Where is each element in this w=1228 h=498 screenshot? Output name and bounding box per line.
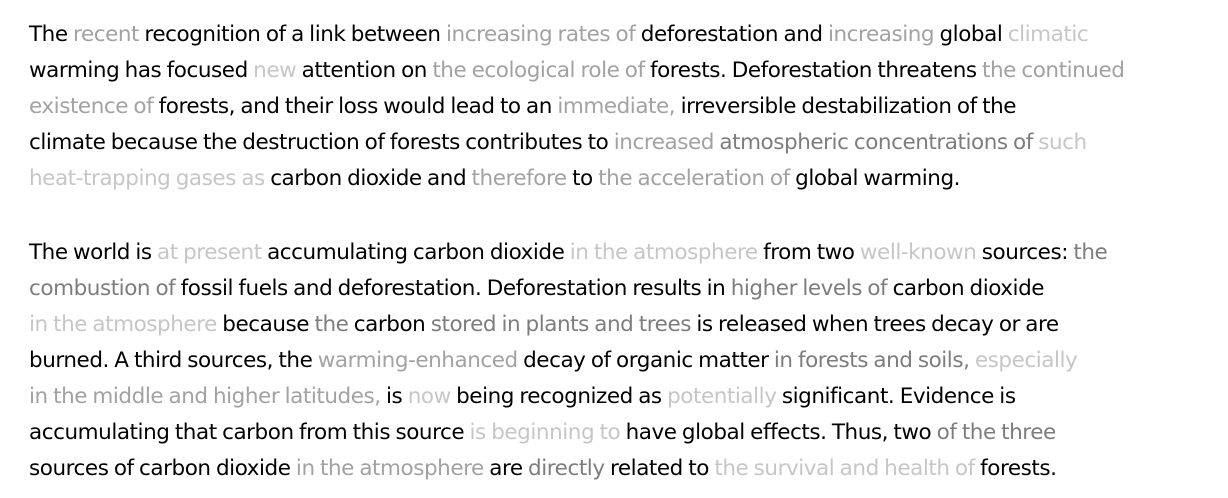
- text-segment: significant. Evidence is: [781, 384, 1016, 409]
- text-segment: the: [314, 312, 354, 337]
- text-line: existence of forests, and their loss wou…: [29, 89, 1017, 125]
- text-segment: at present: [157, 240, 268, 265]
- text-segment: directly: [528, 456, 610, 481]
- text-segment: sources:: [981, 240, 1074, 265]
- text-line: The world is at present accumulating car…: [29, 235, 1108, 271]
- text-segment: the continued: [982, 58, 1125, 83]
- text-segment: recognition of a link between: [144, 22, 446, 47]
- text-segment: The: [29, 22, 74, 47]
- text-line: burned. A third sources, the warming-enh…: [29, 343, 1078, 379]
- text-segment: higher levels of: [730, 276, 893, 301]
- text-line: climate because the destruction of fores…: [29, 125, 1087, 161]
- text-segment: is released when trees decay or are: [696, 312, 1059, 337]
- text-segment: warming has focused: [29, 58, 254, 83]
- text-segment: related to: [609, 456, 715, 481]
- text-line: accumulating that carbon from this sourc…: [29, 415, 1056, 451]
- text-segment: The world is: [29, 240, 158, 265]
- text-segment: is beginning to: [469, 420, 626, 445]
- text-segment: immediate,: [557, 94, 681, 119]
- text-segment: increased: [613, 130, 720, 155]
- text-segment: because: [222, 312, 315, 337]
- text-segment: carbon: [353, 312, 431, 337]
- text-segment: now: [407, 384, 457, 409]
- text-segment: climate because the destruction of fores…: [29, 130, 614, 155]
- text-segment: atmospheric concentrations of: [719, 130, 1039, 155]
- text-segment: increasing rates of: [446, 22, 641, 47]
- text-line: warming has focused new attention on the…: [29, 53, 1125, 89]
- text-line: in the middle and higher latitudes, is n…: [29, 379, 1016, 415]
- text-segment: therefore: [471, 166, 573, 191]
- text-segment: carbon dioxide and: [270, 166, 472, 191]
- text-segment: well-known: [859, 240, 982, 265]
- text-segment: is: [386, 384, 408, 409]
- text-segment: global warming.: [795, 166, 961, 191]
- text-line: in the atmosphere because the carbon sto…: [29, 307, 1059, 343]
- text-segment: deforestation and: [640, 22, 828, 47]
- text-segment: in the atmosphere: [569, 240, 764, 265]
- text-segment: combustion of: [29, 276, 181, 301]
- text-line: combustion of fossil fuels and deforesta…: [29, 271, 1044, 307]
- text-segment: carbon dioxide: [892, 276, 1045, 301]
- text-segment: increasing: [827, 22, 940, 47]
- text-segment: especially: [974, 348, 1078, 373]
- text-segment: accumulating that carbon from this sourc…: [29, 420, 470, 445]
- text-segment: decay of organic matter: [523, 348, 774, 373]
- text-segment: fossil fuels and deforestation. Deforest…: [180, 276, 731, 301]
- text-segment: have global effects. Thus, two: [625, 420, 937, 445]
- text-segment: in the middle and higher latitudes,: [29, 384, 387, 409]
- text-segment: such: [1038, 130, 1087, 155]
- text-segment: are: [489, 456, 529, 481]
- text-segment: accumulating carbon dioxide: [267, 240, 570, 265]
- text-segment: sources of carbon dioxide: [29, 456, 296, 481]
- text-segment: the: [1073, 240, 1108, 265]
- text-segment: global: [939, 22, 1008, 47]
- text-segment: the acceleration of: [598, 166, 796, 191]
- text-segment: warming-enhanced: [317, 348, 524, 373]
- text-segment: burned. A third sources, the: [29, 348, 318, 373]
- text-line: sources of carbon dioxide in the atmosph…: [29, 451, 1057, 487]
- text-segment: the ecological role of: [432, 58, 650, 83]
- text-segment: being recognized as: [456, 384, 668, 409]
- text-segment: existence of: [29, 94, 159, 119]
- text-segment: of the three: [936, 420, 1057, 445]
- text-segment: potentially: [667, 384, 782, 409]
- text-segment: new: [253, 58, 302, 83]
- text-segment: in forests and soils,: [773, 348, 975, 373]
- text-segment: forests.: [980, 456, 1057, 481]
- text-segment: in the atmosphere: [295, 456, 490, 481]
- text-segment: forests. Deforestation threatens: [649, 58, 983, 83]
- text-segment: forests, and their loss would lead to an: [158, 94, 558, 119]
- text-segment: climatic: [1007, 22, 1089, 47]
- text-segment: stored in plants and trees: [430, 312, 697, 337]
- text-segment: irreversible destabilization of the: [680, 94, 1017, 119]
- text-segment: recent: [73, 22, 145, 47]
- text-line: The recent recognition of a link between…: [29, 17, 1089, 53]
- text-segment: to: [572, 166, 599, 191]
- text-segment: in the atmosphere: [29, 312, 223, 337]
- text-line: heat-trapping gases as carbon dioxide an…: [29, 161, 960, 197]
- text-segment: the survival and health of: [714, 456, 981, 481]
- text-segment: from two: [763, 240, 860, 265]
- text-segment: attention on: [301, 58, 433, 83]
- text-segment: heat-trapping gases as: [29, 166, 271, 191]
